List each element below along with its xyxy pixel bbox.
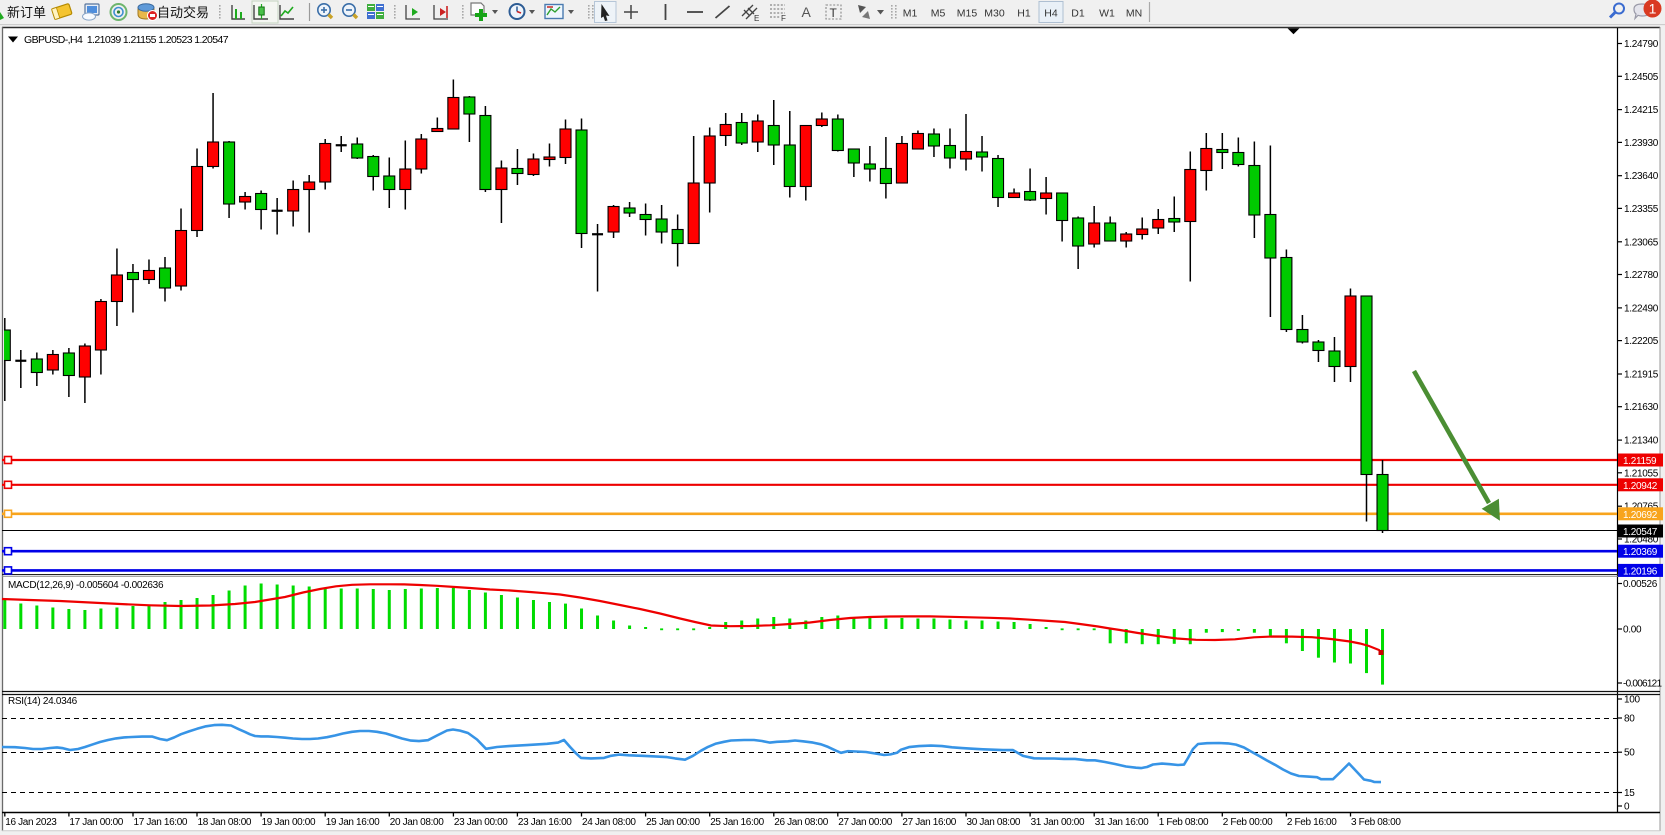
svg-text:1.22490: 1.22490 [1624,303,1659,314]
svg-text:26 Jan 08:00: 26 Jan 08:00 [774,817,828,828]
svg-text:自动交易: 自动交易 [157,5,209,20]
svg-text:2 Feb 00:00: 2 Feb 00:00 [1223,817,1273,828]
svg-text:1.23065: 1.23065 [1624,237,1659,248]
svg-text:18 Jan 08:00: 18 Jan 08:00 [198,817,252,828]
svg-text:1.21630: 1.21630 [1624,402,1659,413]
svg-text:19 Jan 16:00: 19 Jan 16:00 [326,817,380,828]
svg-text:1.21915: 1.21915 [1624,370,1659,381]
svg-text:1: 1 [1649,1,1657,17]
svg-text:1.20196: 1.20196 [1623,566,1658,577]
svg-text:23 Jan 16:00: 23 Jan 16:00 [518,817,572,828]
svg-text:1.24505: 1.24505 [1624,72,1659,83]
svg-text:0.00526: 0.00526 [1623,579,1658,590]
svg-text:W1: W1 [1099,8,1115,20]
svg-text:M15: M15 [957,8,978,20]
svg-text:17 Jan 16:00: 17 Jan 16:00 [134,817,188,828]
svg-text:27 Jan 00:00: 27 Jan 00:00 [838,817,892,828]
svg-text:A: A [802,4,812,20]
svg-text:15: 15 [1624,788,1635,799]
svg-text:H1: H1 [1017,8,1031,20]
svg-text:1.22780: 1.22780 [1624,270,1659,281]
svg-text:E: E [754,14,759,23]
svg-text:17 Jan 00:00: 17 Jan 00:00 [69,817,123,828]
svg-text:3 Feb 08:00: 3 Feb 08:00 [1351,817,1401,828]
svg-text:D1: D1 [1071,8,1085,20]
svg-text:24 Jan 08:00: 24 Jan 08:00 [582,817,636,828]
svg-text:25 Jan 16:00: 25 Jan 16:00 [710,817,764,828]
svg-text:1.20547: 1.20547 [1623,527,1658,538]
svg-text:19 Jan 00:00: 19 Jan 00:00 [262,817,316,828]
svg-text:31 Jan 16:00: 31 Jan 16:00 [1095,817,1149,828]
svg-text:MACD(12,26,9) -0.005604 -0.002: MACD(12,26,9) -0.005604 -0.002636 [8,580,164,591]
svg-text:23 Jan 00:00: 23 Jan 00:00 [454,817,508,828]
svg-text:1.22205: 1.22205 [1624,336,1659,347]
svg-text:MN: MN [1126,8,1142,20]
svg-text:1.20480: 1.20480 [1624,535,1659,546]
svg-text:1.20765: 1.20765 [1624,502,1659,513]
svg-text:M1: M1 [903,8,918,20]
svg-text:80: 80 [1624,714,1635,725]
svg-text:M5: M5 [931,8,946,20]
svg-text:16 Jan 2023: 16 Jan 2023 [5,817,57,828]
svg-text:2 Feb 16:00: 2 Feb 16:00 [1287,817,1337,828]
svg-text:31 Jan 00:00: 31 Jan 00:00 [1031,817,1085,828]
svg-text:1.23930: 1.23930 [1624,138,1659,149]
svg-text:-0.006121: -0.006121 [1623,679,1662,690]
svg-text:1.21340: 1.21340 [1624,436,1659,447]
svg-text:1 Feb 08:00: 1 Feb 08:00 [1159,817,1209,828]
svg-text:1.21159: 1.21159 [1623,456,1657,467]
svg-text:H4: H4 [1044,8,1058,20]
svg-text:27 Jan 16:00: 27 Jan 16:00 [902,817,956,828]
svg-text:25 Jan 00:00: 25 Jan 00:00 [646,817,700,828]
svg-text:0.00: 0.00 [1623,625,1642,636]
svg-text:1.20692: 1.20692 [1623,510,1658,521]
svg-text:GBPUSD-,H4 1.21039 1.21155 1.: GBPUSD-,H4 1.21039 1.21155 1.20523 1.205… [24,34,229,46]
svg-text:新订单: 新订单 [7,5,46,20]
svg-text:1.23640: 1.23640 [1624,171,1659,182]
svg-text:30 Jan 08:00: 30 Jan 08:00 [967,817,1021,828]
svg-text:1.20369: 1.20369 [1623,547,1658,558]
svg-text:1.24790: 1.24790 [1624,39,1659,50]
svg-text:F: F [781,14,786,23]
svg-text:RSI(14) 24.0346: RSI(14) 24.0346 [8,696,78,707]
svg-text:1.21055: 1.21055 [1624,468,1659,479]
svg-text:1.23355: 1.23355 [1624,204,1659,215]
svg-text:1.20942: 1.20942 [1623,481,1658,492]
svg-text:M30: M30 [984,8,1005,20]
svg-text:T: T [830,6,838,20]
svg-text:0: 0 [1624,802,1630,813]
svg-text:1.24215: 1.24215 [1624,105,1659,116]
svg-text:50: 50 [1624,748,1635,759]
svg-text:20 Jan 08:00: 20 Jan 08:00 [390,817,444,828]
svg-text:100: 100 [1624,695,1641,706]
